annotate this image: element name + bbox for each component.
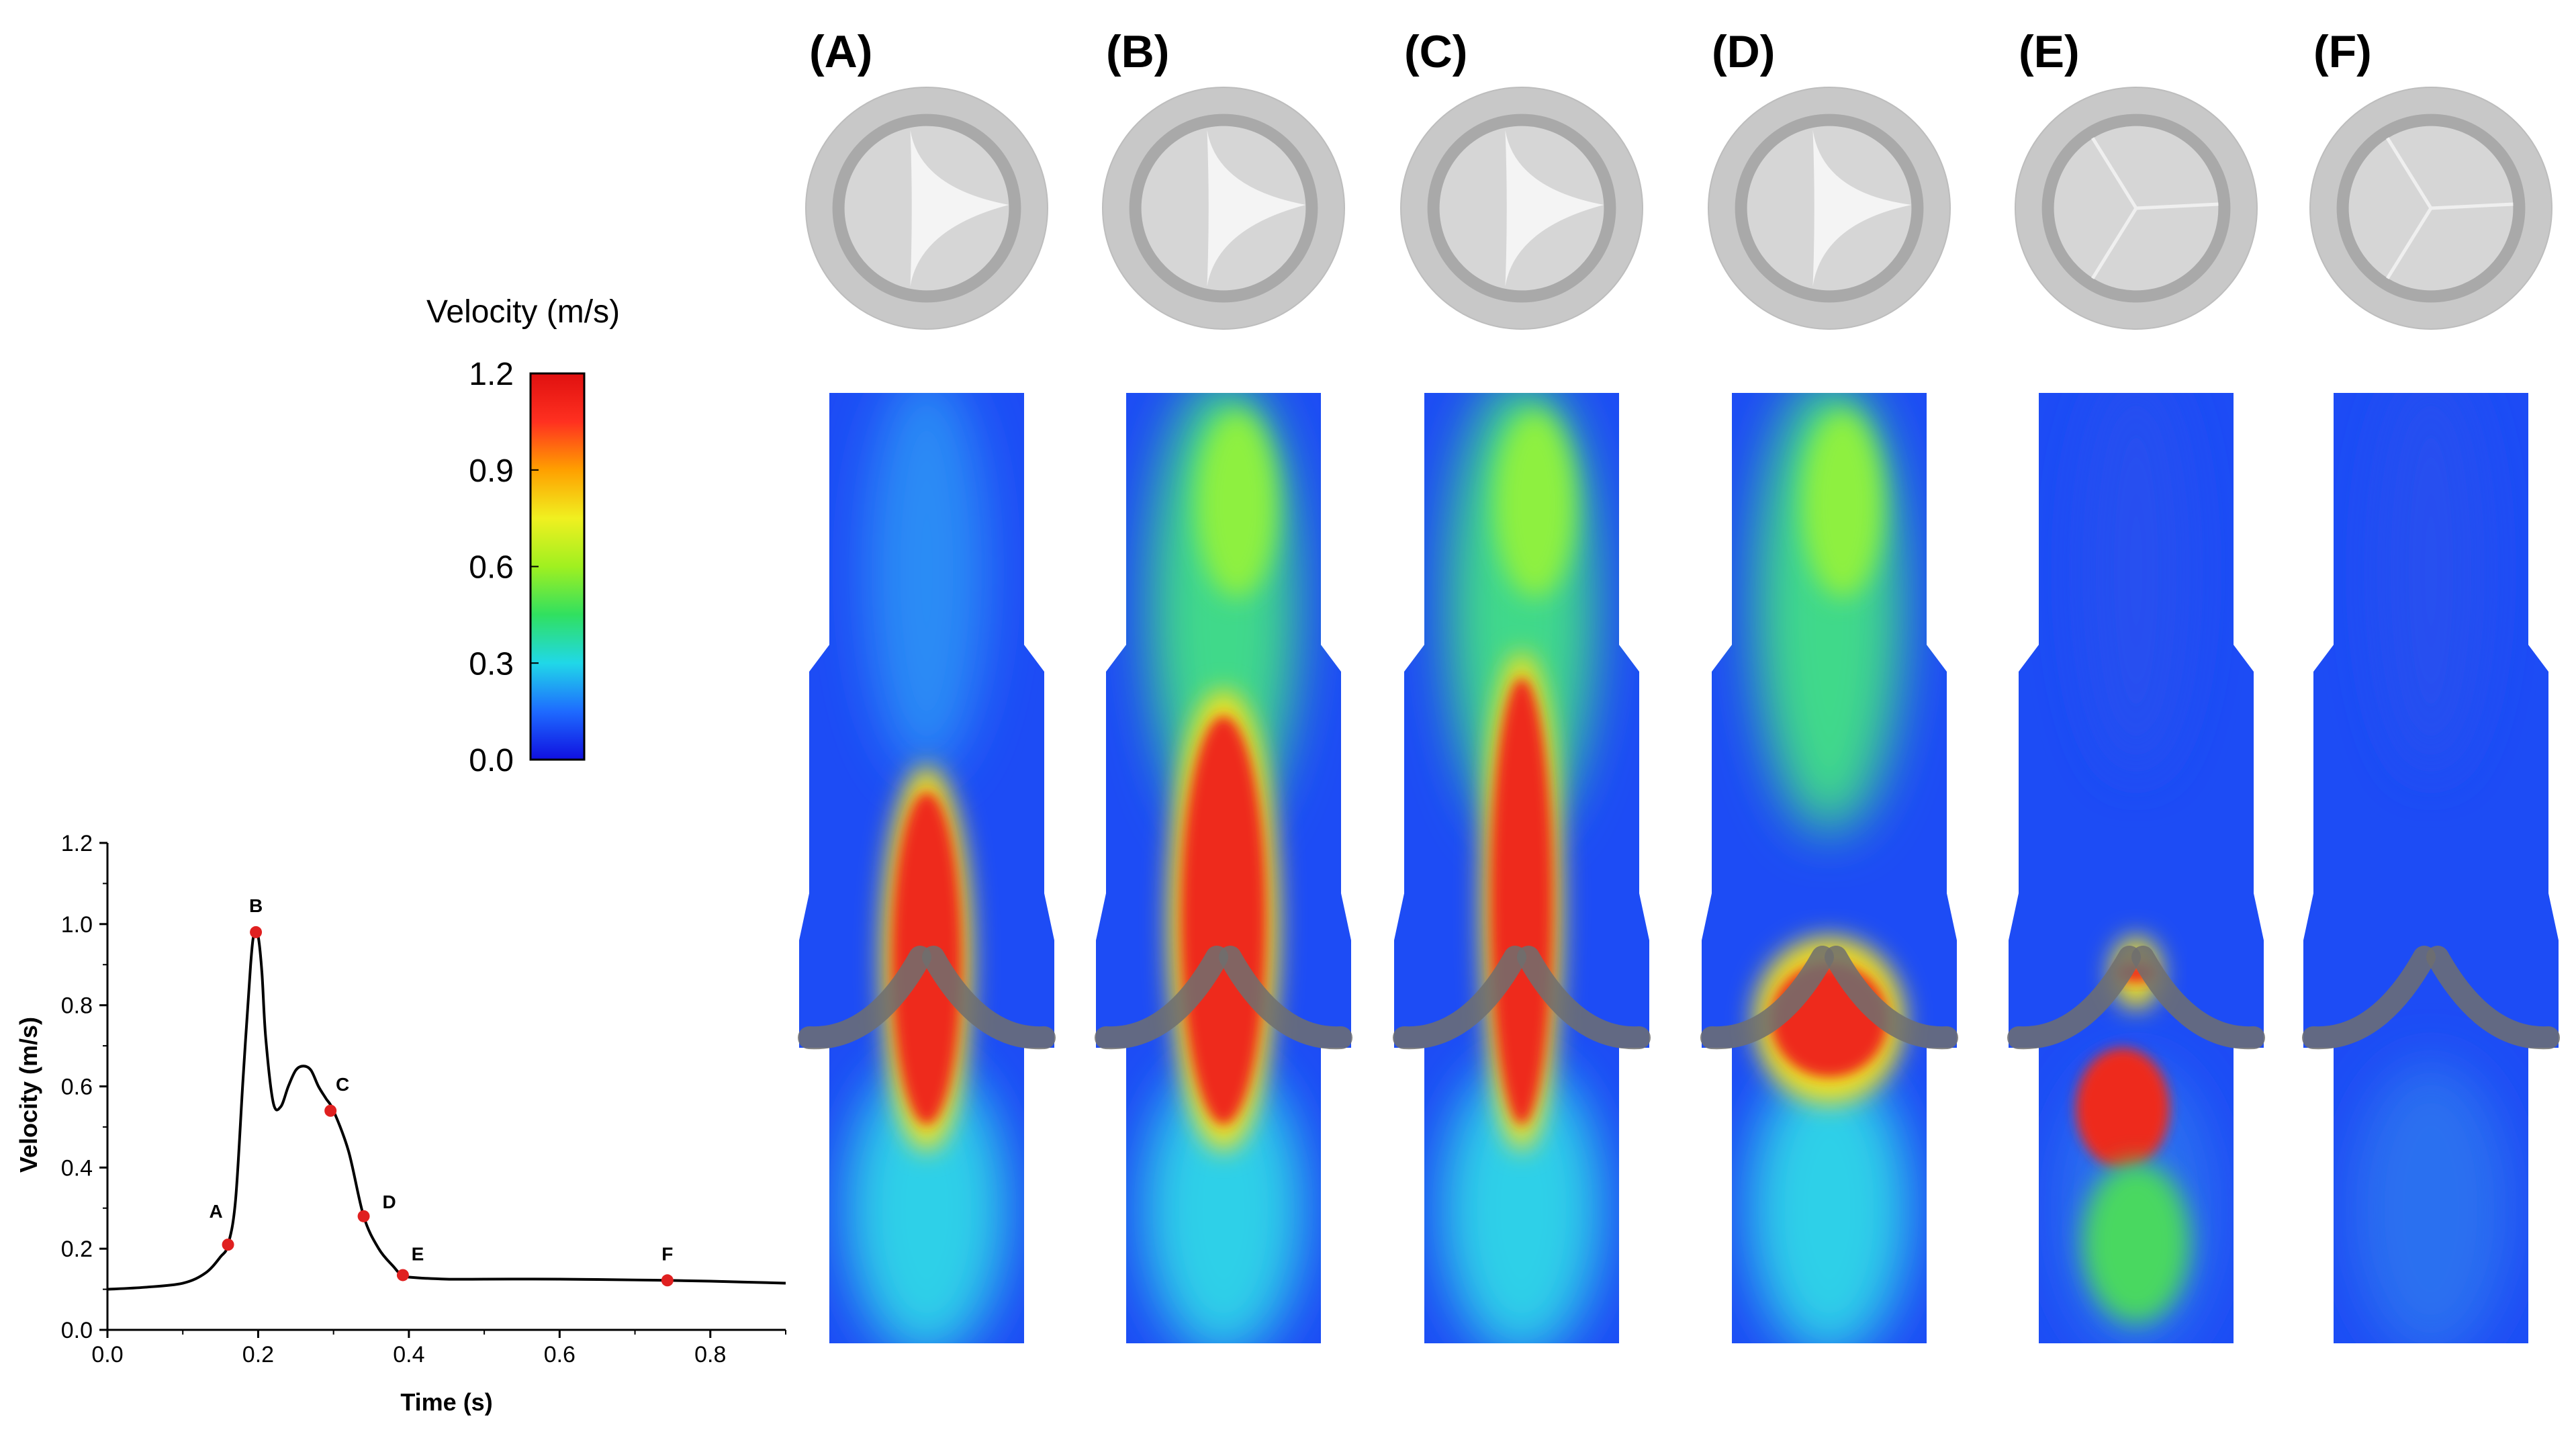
x-tick-label: 0.0: [91, 1342, 123, 1367]
chart-axes: 0.0 0.2 0.4 0.6 0.8 0.0 0.2 0.4 0.6 0.8 1.0 1.2: [61, 831, 786, 1367]
colorbar-tick-label: 0.9: [469, 453, 514, 489]
plume-core: [1802, 410, 1883, 598]
panel-label: (B): [1106, 26, 1169, 77]
point-label-b: B: [249, 895, 263, 916]
point-label-e: E: [412, 1243, 424, 1264]
regurgitant-wake: [2082, 1162, 2190, 1323]
point-label-a: A: [209, 1201, 222, 1222]
quiet-flow: [2082, 393, 2190, 772]
regurgitant-jet: [2076, 1048, 2170, 1169]
velocity-field: [2009, 393, 2264, 1343]
leaflet-right: [1825, 946, 1958, 1050]
panel-a: (A): [798, 26, 1056, 1343]
valve-coaptation-lines: [2091, 137, 2219, 279]
panel-label: (F): [2313, 26, 2372, 77]
valve-orifice: [1505, 130, 1604, 287]
leaflet-left: [2302, 946, 2436, 1050]
point-e: [396, 1269, 409, 1282]
colorbar-gradient: [529, 372, 586, 761]
jet-core: [1181, 716, 1267, 1125]
point-f: [661, 1274, 674, 1287]
colorbar-tick-label: 0.3: [469, 646, 514, 682]
valve-orifice: [910, 130, 1009, 287]
leaflet-left: [1393, 946, 1526, 1050]
valve-leaflets-side: [1700, 946, 1958, 1050]
leaflet-right: [1219, 946, 1352, 1050]
valve-leaflets-side: [1095, 946, 1352, 1050]
y-tick-label: 0.8: [61, 993, 93, 1019]
point-label-c: C: [336, 1074, 349, 1095]
valve-leaflets-side: [2302, 946, 2560, 1050]
panel-label: (D): [1712, 26, 1775, 77]
leaflet-right: [2131, 946, 2265, 1050]
chart-points: A B C D E F: [209, 895, 674, 1287]
leaflet-right: [1517, 946, 1651, 1050]
series-line: [107, 928, 786, 1291]
upstream-flow: [1749, 1061, 1910, 1343]
point-d: [357, 1210, 370, 1222]
calm-flow: [866, 393, 987, 772]
upstream-flow: [1441, 1061, 1602, 1343]
valve-leaflets-side: [798, 946, 1056, 1050]
y-tick-label: 0.0: [61, 1318, 93, 1343]
upstream-flow: [1143, 1061, 1304, 1343]
leaflet-left: [1095, 946, 1228, 1050]
leaflet-right: [922, 946, 1056, 1050]
plume-core: [1495, 410, 1575, 598]
valve-coaptation-lines: [2386, 137, 2514, 279]
panel-d: (D): [1700, 26, 1958, 1343]
colorbar-tick-label: 0.0: [469, 743, 514, 778]
upstream-flow: [846, 1061, 1007, 1343]
simulation-panels: (A) (B) (C) (D) (E) (F): [798, 26, 2560, 1343]
x-tick-label: 0.8: [694, 1342, 726, 1367]
leaflet-right: [2426, 946, 2560, 1050]
panel-label: (A): [809, 26, 872, 77]
y-tick-label: 0.2: [61, 1237, 93, 1262]
y-tick-label: 0.6: [61, 1075, 93, 1100]
point-label-f: F: [661, 1243, 673, 1264]
velocity-time-chart: 0.0 0.2 0.4 0.6 0.8 0.0 0.2 0.4 0.6 0.8 1.0 1.2 A B C…: [15, 831, 786, 1416]
colorbar-tick-label: 1.2: [469, 357, 514, 392]
panel-f: (F): [2302, 26, 2560, 1343]
leaflet-left: [1700, 946, 1834, 1050]
x-tick-label: 0.4: [393, 1342, 424, 1367]
y-tick-label: 1.0: [61, 912, 93, 938]
leaflet-left: [798, 946, 931, 1050]
velocity-field: [1702, 393, 1957, 1343]
panel-label: (E): [2019, 26, 2080, 77]
y-axis-label: Velocity (m/s): [15, 1017, 42, 1173]
panel-b: (B): [1095, 26, 1352, 1343]
y-tick-label: 0.4: [61, 1155, 93, 1181]
point-a: [222, 1239, 234, 1251]
panel-e: (E): [2007, 26, 2265, 1343]
colorbar-tick-label: 0.6: [469, 550, 514, 586]
x-tick-label: 0.2: [242, 1342, 274, 1367]
valve-orifice: [1812, 130, 1912, 287]
x-axis-label: Time (s): [400, 1388, 492, 1416]
velocity-field: [1096, 393, 1351, 1343]
point-label-d: D: [382, 1192, 396, 1212]
leaflet-left: [2007, 946, 2141, 1050]
valve-leaflets-side: [2007, 946, 2265, 1050]
velocity-field: [799, 393, 1054, 1343]
valve-leaflets-side: [1393, 946, 1651, 1050]
velocity-field: [1394, 393, 1649, 1343]
valve-orifice: [1207, 130, 1306, 287]
y-tick-label: 1.2: [61, 831, 93, 856]
quiet-flow: [2377, 393, 2485, 772]
velocity-field: [2303, 393, 2559, 1343]
panel-label: (C): [1404, 26, 1467, 77]
x-tick-label: 0.6: [544, 1342, 576, 1367]
upstream-flow: [2350, 1061, 2512, 1343]
jet-core: [1490, 678, 1553, 1125]
colorbar-title: Velocity (m/s): [426, 294, 620, 330]
panel-c: (C): [1393, 26, 1651, 1343]
colorbar: Velocity (m/s) 1.2 0.9 0.6 0.3 0.0: [426, 294, 620, 778]
point-c: [324, 1104, 337, 1117]
point-b: [250, 926, 263, 938]
colorbar-ticks: 1.2 0.9 0.6 0.3 0.0: [469, 357, 539, 778]
plume-core: [1197, 410, 1277, 598]
